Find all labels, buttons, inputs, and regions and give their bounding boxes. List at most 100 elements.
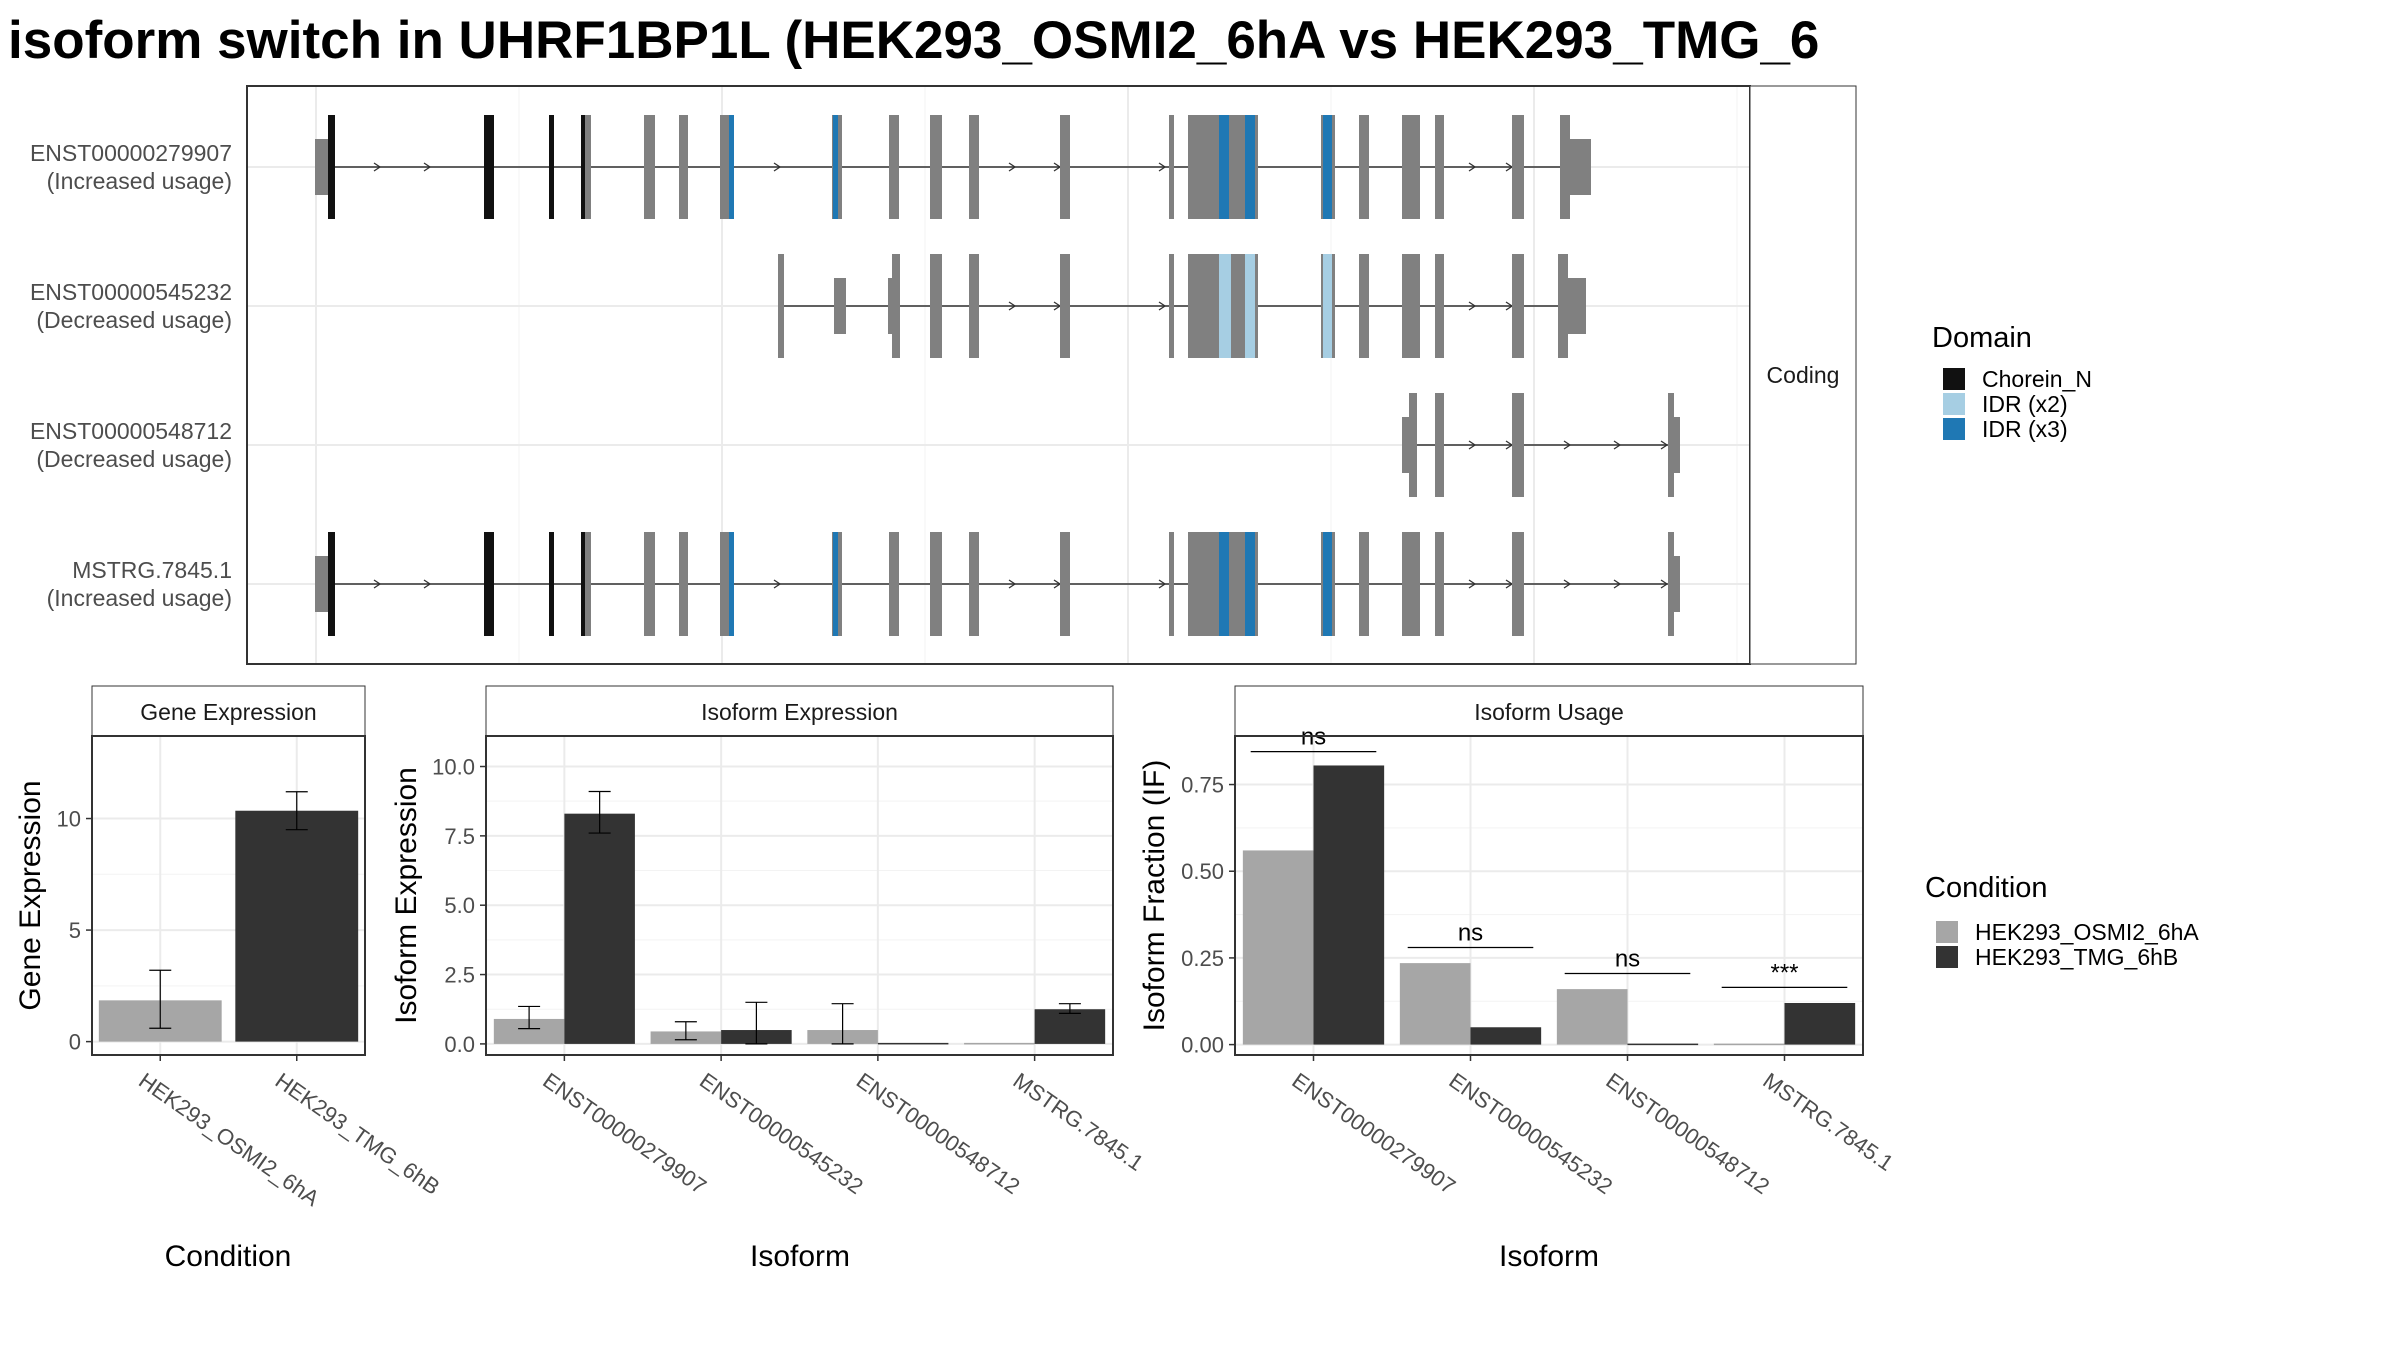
coding-exon: [1169, 254, 1174, 358]
idr2-domain-segment: [1219, 254, 1231, 358]
bar: [1784, 1002, 1856, 1045]
x-tick-label: ENST00000548712: [852, 1068, 1025, 1199]
isoform-usage-label: (Increased usage): [47, 585, 232, 611]
chart-title: Gene Expression: [140, 699, 316, 725]
isoform-expression-chart: Isoform Expression 0.0 2.5 5.0 7.5 10.0 ENST00…: [390, 685, 1149, 1273]
coding-exon: [585, 115, 591, 219]
structure-strip-label: Coding: [1767, 362, 1840, 388]
chorein-domain-segment: [328, 532, 335, 636]
idr3-domain-segment: [1323, 115, 1332, 219]
bar: [1556, 989, 1628, 1045]
coding-exon: [679, 115, 688, 219]
y-tick-label: 2.5: [444, 963, 475, 988]
bar: [1313, 765, 1385, 1045]
strand-arrow: [1158, 301, 1167, 311]
y-tick-label: 0: [69, 1030, 81, 1055]
significance-label: ns: [1458, 920, 1483, 947]
domain-legend-key: [1943, 368, 1965, 390]
bar: [1034, 1009, 1106, 1044]
chart-title: Isoform Expression: [701, 699, 898, 725]
domain-legend-key: [1943, 418, 1965, 440]
idr3-domain-segment: [833, 532, 838, 636]
strand-arrow: [1468, 162, 1477, 172]
x-tick-label: MSTRG.7845.1: [1758, 1068, 1898, 1176]
chorein-domain-segment: [581, 532, 586, 636]
coding-exon: [1409, 393, 1417, 497]
structure-panel-background: [247, 86, 1750, 664]
strand-arrow: [1613, 579, 1622, 589]
coding-exon: [1169, 532, 1174, 636]
strand-arrow: [1660, 579, 1669, 589]
x-tick-label: ENST00000279907: [1287, 1068, 1460, 1199]
coding-exon: [1188, 532, 1248, 636]
isoform-id-label: ENST00000279907: [30, 140, 232, 166]
domain-legend-label: IDR (x2): [1982, 391, 2068, 417]
y-tick-label: 10: [57, 807, 81, 832]
coding-exon: [1188, 115, 1248, 219]
coding-exon: [1402, 115, 1420, 219]
chart-panel-border: [1234, 735, 1864, 1056]
coding-exon: [930, 254, 942, 358]
y-tick-label: 10.0: [432, 755, 475, 780]
bar: [1627, 1043, 1699, 1046]
condition-legend-label: HEK293_OSMI2_6hA: [1975, 919, 2199, 945]
coding-exon: [778, 254, 784, 358]
utr-exon: [888, 278, 894, 334]
coding-exon: [1512, 532, 1524, 636]
y-axis-title: Gene Expression: [14, 780, 47, 1010]
coding-exon: [892, 254, 900, 358]
isoform-id-label: ENST00000545232: [30, 279, 232, 305]
utr-exon: [1566, 278, 1586, 334]
chorein-domain-segment: [484, 115, 494, 219]
coding-exon: [1435, 532, 1444, 636]
coding-exon: [1402, 532, 1420, 636]
coding-exon: [1668, 532, 1674, 636]
figure-title: isoform switch in UHRF1BP1L (HEK293_OSMI…: [8, 11, 1819, 70]
coding-exon: [930, 115, 942, 219]
x-axis-title: Isoform: [750, 1240, 850, 1273]
utr-exon: [834, 278, 846, 334]
x-tick-label: ENST00000545232: [1444, 1068, 1617, 1199]
isoform-track: [315, 115, 1591, 219]
idr3-domain-segment: [1219, 115, 1229, 219]
strand-arrow: [1008, 579, 1017, 589]
bar: [235, 810, 359, 1042]
strand-arrow: [1563, 440, 1572, 450]
y-tick-label: 5: [69, 918, 81, 943]
y-tick-label: 7.5: [444, 824, 475, 849]
coding-exon: [585, 532, 591, 636]
isoform-track: [1402, 393, 1680, 497]
bar: [1713, 1043, 1785, 1046]
idr3-domain-segment: [1245, 115, 1255, 219]
idr2-domain-segment: [1245, 254, 1255, 358]
coding-exon: [1512, 254, 1524, 358]
significance-label: ns: [1301, 724, 1326, 751]
chorein-domain-segment: [549, 532, 554, 636]
chart-title-strip: [485, 685, 1114, 737]
x-tick-label: MSTRG.7845.1: [1009, 1068, 1149, 1176]
strand-arrow: [373, 579, 382, 589]
coding-exon: [1169, 115, 1174, 219]
strand-arrow: [1468, 579, 1477, 589]
condition-legend-title: Condition: [1925, 872, 2048, 904]
isoform-id-label: MSTRG.7845.1: [72, 557, 232, 583]
coding-exon: [1060, 115, 1070, 219]
coding-exon: [644, 532, 655, 636]
strand-arrow: [1158, 579, 1167, 589]
isoform-id-label: ENST00000548712: [30, 418, 232, 444]
strand-arrow: [423, 162, 432, 172]
y-tick-label: 0.50: [1181, 859, 1224, 884]
coding-exon: [1402, 254, 1420, 358]
y-tick-label: 0.00: [1181, 1033, 1224, 1058]
condition-legend-key: [1936, 921, 1958, 943]
strand-arrow: [1468, 301, 1477, 311]
chart-panel-border: [91, 735, 366, 1056]
isoform-usage-chart: Isoform Usage ns ns ns *** 0.00 0.25 0.50 0.75 EN…: [1138, 685, 1898, 1273]
domain-legend-key: [1943, 393, 1965, 415]
isoform-usage-label: (Decreased usage): [36, 307, 232, 333]
x-tick-label: ENST00000548712: [1601, 1068, 1774, 1199]
isoform-labels: ENST00000279907 (Increased usage) ENST0000…: [30, 140, 232, 611]
